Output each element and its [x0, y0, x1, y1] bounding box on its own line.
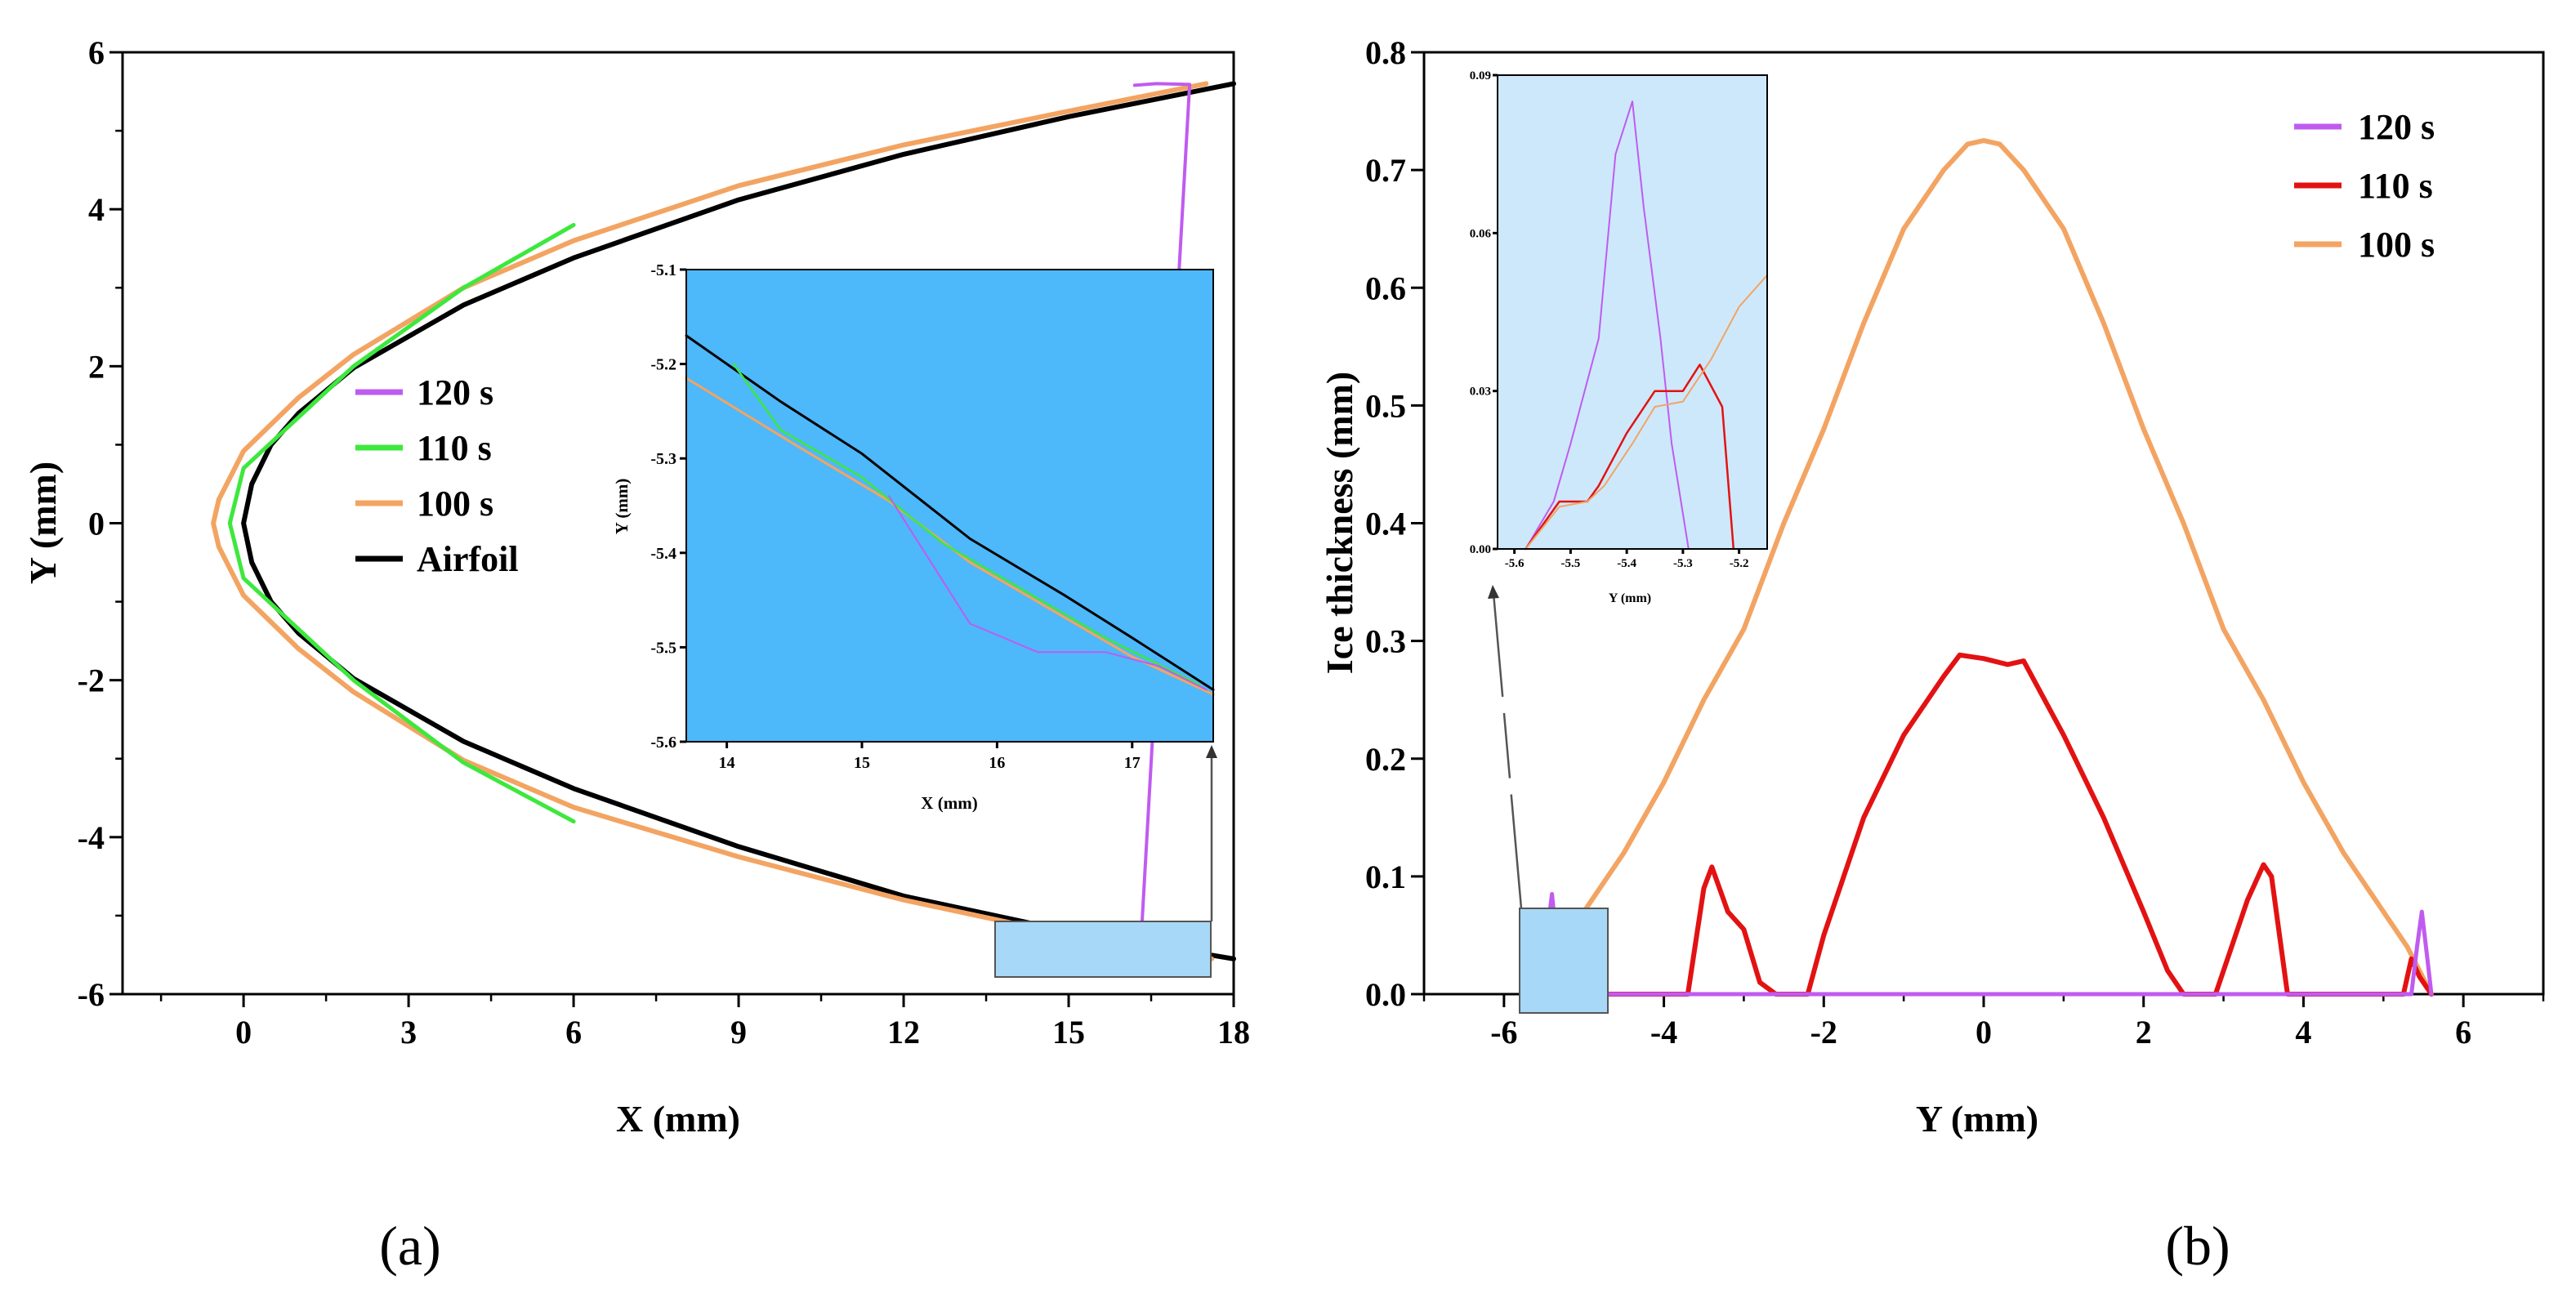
legend-a-label-100: 100 s	[417, 484, 493, 524]
y-tick-label: 0.03	[1470, 386, 1491, 399]
y-tick-label: 0.6	[1365, 270, 1406, 306]
plot-a-xlabel: X (mm)	[616, 1098, 740, 1140]
y-tick-label: 0.5	[1365, 387, 1406, 424]
x-tick-label: 9	[730, 1014, 747, 1051]
series-line-airfoil	[241, 81, 1236, 961]
plot-b-inset-background	[1498, 75, 1767, 549]
series-line-120-s	[888, 495, 1208, 691]
plot-b-zoom-region	[1519, 908, 1609, 1014]
plot-b-inset-xlabel: Y (mm)	[1609, 591, 1651, 605]
plot-a-ylabel: Y (mm)	[22, 462, 64, 584]
plot-b-legend: 120 s 110 s 100 s	[2294, 107, 2435, 265]
x-tick-label: 4	[2295, 1014, 2311, 1051]
x-tick-label: 6	[565, 1014, 582, 1051]
y-tick-label: -5.1	[650, 261, 676, 279]
y-tick-label: 6	[88, 34, 105, 71]
y-tick-label: 0.7	[1365, 152, 1406, 189]
legend-b-label-110: 110 s	[2358, 166, 2433, 206]
plot-a-inset-background	[686, 270, 1213, 742]
series-line-110-s	[732, 363, 1201, 686]
y-tick-label: 0.8	[1365, 34, 1406, 71]
y-tick-label: -5.3	[650, 450, 676, 468]
y-tick-label: 0.0	[1365, 976, 1406, 1013]
x-tick-label: 2	[2136, 1014, 2152, 1051]
y-tick-label: 0.2	[1365, 741, 1406, 778]
plot-a-inset-xlabel: X (mm)	[921, 793, 977, 813]
y-tick-label: 2	[88, 348, 105, 385]
plot-b-inset-series	[1525, 100, 1768, 551]
x-tick-label: 18	[1217, 1014, 1250, 1051]
y-tick-label: -5.5	[650, 639, 676, 657]
x-tick-label: 17	[1124, 754, 1141, 772]
x-tick-label: 15	[1052, 1014, 1085, 1051]
series-line-airfoil	[685, 334, 1215, 691]
x-tick-label: 0	[235, 1014, 252, 1051]
panel-b: -6 -4 -2 0 2 4 6 0.0 0.1 0.2 0.3 0.4 0.5 0.6 0.7 0.8 Y …	[1319, 34, 2545, 1277]
y-tick-label: 4	[88, 191, 105, 228]
legend-b-label-120: 120 s	[2358, 107, 2435, 147]
series-line-120-s	[1535, 892, 2434, 997]
x-tick-label: 15	[854, 754, 870, 772]
y-tick-label: -4	[78, 819, 105, 856]
panel-b-label: (b)	[2165, 1215, 2230, 1277]
legend-b-label-100: 100 s	[2358, 225, 2435, 265]
plot-a-zoom-region	[994, 921, 1212, 978]
y-tick-label: 0.1	[1365, 859, 1406, 895]
plot-b-callout-arrow	[1488, 585, 1499, 599]
series-line-100-s	[685, 377, 1215, 696]
y-tick-label: 0.3	[1365, 623, 1406, 660]
y-tick-label: -5.4	[650, 545, 676, 563]
x-tick-label: -5.6	[1505, 557, 1525, 570]
y-tick-label: 0	[88, 506, 105, 542]
series-line-100-s	[1525, 274, 1768, 550]
x-tick-label: -5.5	[1561, 557, 1581, 570]
y-tick-label: 0.09	[1470, 69, 1491, 83]
x-tick-label: 14	[719, 754, 735, 772]
plot-b-xlabel: Y (mm)	[1916, 1098, 2038, 1140]
plot-b-inset: -5.6 -5.5 -5.4 -5.3 -5.2 0.00 0.03 0.06 0.09 Y (…	[1470, 69, 1768, 605]
x-tick-label: -6	[1490, 1014, 1517, 1051]
plot-a-legend: 120 s 110 s 100 s Airfoil	[355, 372, 519, 579]
plot-b-inset-axes: -5.6 -5.5 -5.4 -5.3 -5.2 0.00 0.03 0.06 0.09	[1470, 69, 1749, 570]
x-tick-label: 3	[400, 1014, 417, 1051]
y-tick-label: -5.6	[650, 734, 676, 752]
plot-b-inset-frame	[1497, 74, 1768, 550]
plot-a-inset-frame	[685, 269, 1214, 743]
series-line-110-s	[1534, 652, 2434, 997]
legend-a-label-110: 110 s	[417, 428, 492, 468]
x-tick-label: 12	[887, 1014, 920, 1051]
x-tick-label: 16	[989, 754, 1005, 772]
x-tick-label: 0	[1976, 1014, 1992, 1051]
x-tick-label: -5.2	[1730, 557, 1749, 570]
plot-b-axes: -6 -4 -2 0 2 4 6 0.0 0.1 0.2 0.3 0.4 0.5 0.6 0.7 0.8	[1365, 34, 2545, 1051]
plot-b-callout-line	[1492, 592, 1523, 909]
legend-a-label-120: 120 s	[417, 372, 493, 413]
y-tick-label: -6	[78, 976, 105, 1013]
plot-a-inset-ylabel: Y (mm)	[612, 479, 632, 535]
x-tick-label: -5.3	[1673, 557, 1693, 570]
series-line-100-s	[211, 81, 1215, 961]
plot-a-inset-axes: 14 15 16 17 -5.1 -5.2 -5.3 -5.4 -5.5 -5.6	[650, 261, 1140, 772]
panel-a: 0 3 6 9 12 15 18 -6 -4 -2 0 2 4 6 X (mm) Y (mm) 120 s…	[22, 34, 1250, 1277]
x-tick-label: -5.4	[1617, 557, 1636, 570]
x-tick-label: -4	[1650, 1014, 1677, 1051]
panel-a-label: (a)	[379, 1215, 440, 1277]
y-tick-label: 0.00	[1470, 543, 1491, 556]
y-tick-label: -2	[78, 662, 105, 699]
y-tick-label: 0.06	[1470, 227, 1492, 240]
plot-a-callout-arrow	[1206, 745, 1217, 758]
series-line-110-s	[1525, 364, 1735, 551]
y-tick-label: 0.4	[1365, 506, 1406, 542]
plot-b-ylabel: Ice thickness (mm)	[1319, 372, 1360, 675]
plot-a-axes: 0 3 6 9 12 15 18 -6 -4 -2 0 2 4 6	[78, 34, 1250, 1051]
series-line-100-s	[1534, 138, 2434, 997]
x-tick-label: -2	[1810, 1014, 1837, 1051]
series-line-110-s	[227, 222, 576, 824]
plot-a-inset: 14 15 16 17-5.1-5.2-5.3-5.4-5.5-5.6 X (mm) …	[612, 261, 1215, 813]
y-tick-label: -5.2	[650, 356, 676, 374]
legend-a-label-airfoil: Airfoil	[417, 539, 519, 579]
x-tick-label: 6	[2455, 1014, 2471, 1051]
plot-a-inset-series	[685, 334, 1215, 696]
